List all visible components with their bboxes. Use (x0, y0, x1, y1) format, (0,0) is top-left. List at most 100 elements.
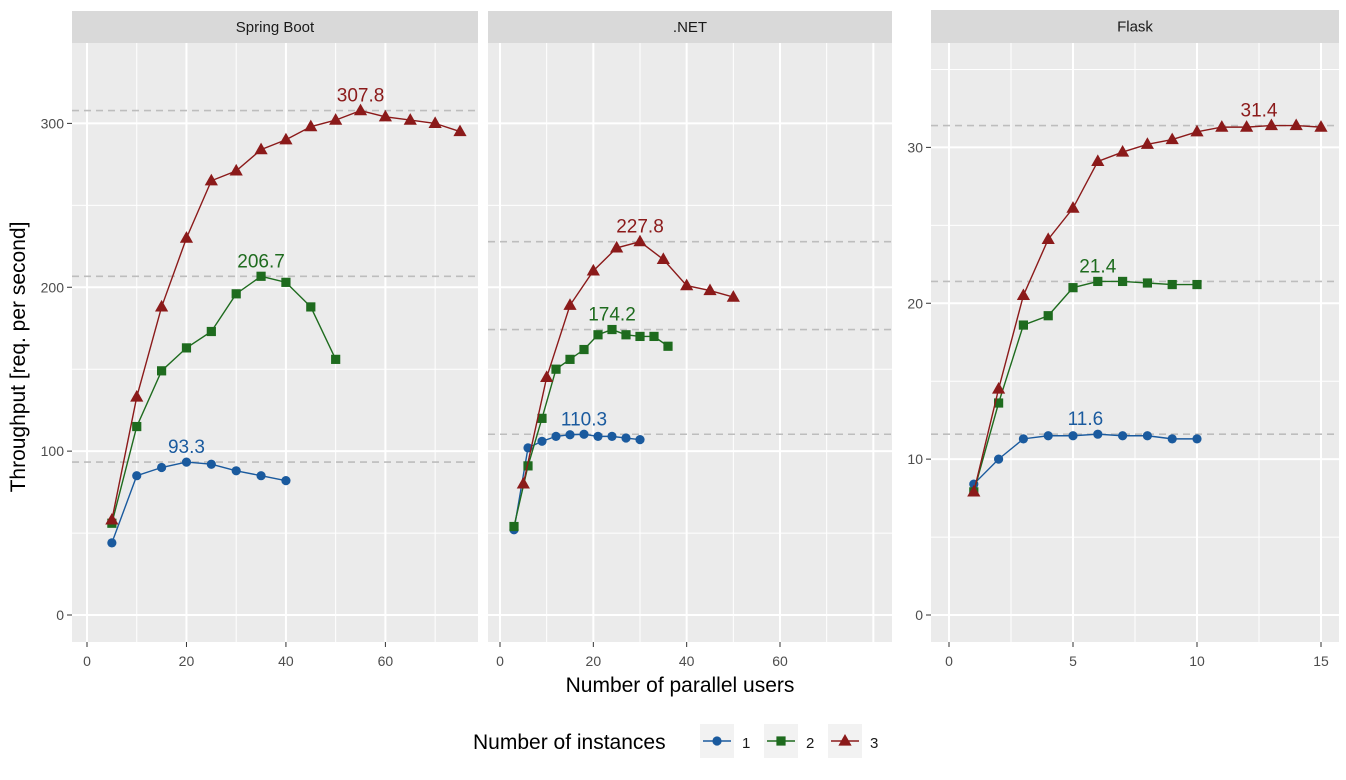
panel-spring-boot: Spring Boot 0 20 40 60 0 100 200 300 93.3 206.7 307… (41, 11, 478, 669)
peak-label: 21.4 (1079, 256, 1116, 277)
data-point (635, 435, 645, 445)
data-point (1116, 145, 1130, 157)
x-tick-label: 0 (945, 653, 953, 669)
data-point (179, 231, 194, 243)
y-tick-label: 20 (907, 295, 923, 311)
peak-label: 110.3 (561, 409, 607, 430)
data-point (206, 459, 216, 469)
data-point (516, 476, 530, 489)
data-point (306, 302, 316, 312)
data-point (1018, 434, 1028, 444)
legend-key-marker (712, 736, 722, 746)
data-point (649, 331, 659, 342)
x-tick-label: 60 (772, 653, 788, 669)
series-3: 31.4 (967, 101, 1328, 497)
data-point (229, 163, 243, 176)
data-point (353, 103, 368, 116)
data-point (453, 124, 467, 137)
series-2: 206.7 (107, 251, 341, 528)
data-point (1167, 434, 1177, 444)
data-point (593, 431, 603, 441)
legend-item-1: 1 (700, 724, 750, 758)
series-2: 21.4 (969, 256, 1202, 497)
data-point (610, 240, 624, 253)
x-tick-label: 40 (278, 653, 294, 669)
y-tick-label: 0 (915, 607, 923, 623)
data-point (206, 326, 216, 337)
x-tick-label: 15 (1313, 653, 1329, 669)
x-tick-label: 20 (586, 653, 602, 669)
data-point (231, 466, 241, 476)
y-tick-label: 200 (41, 279, 65, 295)
panel-title: .NET (673, 19, 707, 36)
y-tick-label: 0 (56, 607, 64, 623)
y-tick-label: 30 (907, 139, 923, 155)
data-point (329, 113, 343, 125)
data-point (967, 484, 981, 497)
data-point (107, 538, 117, 548)
data-point (537, 436, 547, 446)
data-point (551, 364, 561, 374)
panel-flask: Flask 0 5 10 15 0 10 20 30 11.6 21.4 31.4 (907, 10, 1339, 669)
data-point (1264, 118, 1278, 131)
data-point (1041, 232, 1055, 244)
y-tick-label: 100 (41, 443, 65, 459)
data-point (1192, 434, 1202, 444)
data-point (607, 324, 617, 335)
peak-label: 227.8 (616, 217, 664, 238)
data-point (1091, 154, 1105, 167)
data-point (1016, 288, 1030, 301)
plot-background (72, 43, 478, 642)
data-point (256, 271, 266, 281)
data-point (565, 354, 575, 364)
data-point (1043, 311, 1053, 321)
data-point (204, 173, 218, 186)
legend-label: 1 (742, 735, 750, 752)
data-point (509, 521, 519, 532)
data-point (621, 330, 631, 340)
panel-net: .NET 0 20 40 60 110.3 174.2 227.8 (488, 11, 892, 669)
plot-background (488, 43, 892, 642)
data-point (1043, 431, 1053, 441)
series-line (973, 280, 1197, 493)
data-point (635, 331, 645, 342)
data-point (1093, 276, 1103, 287)
data-point (1314, 120, 1328, 132)
x-tick-label: 20 (179, 653, 195, 669)
x-tick-label: 0 (83, 653, 91, 669)
data-point (540, 370, 554, 382)
series-1: 11.6 (969, 409, 1202, 489)
data-point (579, 344, 589, 355)
panel-title: Spring Boot (236, 19, 315, 36)
data-point (994, 454, 1004, 464)
data-point (1165, 132, 1179, 145)
legend-label: 3 (870, 735, 878, 752)
data-point (105, 512, 119, 525)
panel-title: Flask (1117, 19, 1153, 36)
data-point (633, 234, 647, 247)
data-point (1066, 201, 1080, 213)
data-point (593, 330, 603, 340)
data-point (256, 471, 266, 481)
data-point (607, 431, 617, 441)
data-point (551, 431, 561, 441)
data-point (523, 461, 533, 471)
series-3: 227.8 (516, 217, 740, 489)
data-point (656, 252, 670, 264)
data-point (1068, 283, 1078, 293)
panel-strip (931, 10, 1339, 43)
data-point (1190, 124, 1204, 137)
legend-label: 2 (806, 735, 814, 752)
peak-label: 11.6 (1068, 409, 1104, 430)
legend-title: Number of instances (473, 731, 666, 754)
legend-key-marker (776, 736, 786, 746)
y-tick-label: 300 (41, 115, 65, 131)
data-point (281, 476, 291, 486)
data-point (1167, 279, 1177, 290)
data-point (1142, 278, 1152, 288)
data-point (155, 299, 169, 312)
data-point (254, 142, 268, 155)
data-point (563, 298, 577, 310)
